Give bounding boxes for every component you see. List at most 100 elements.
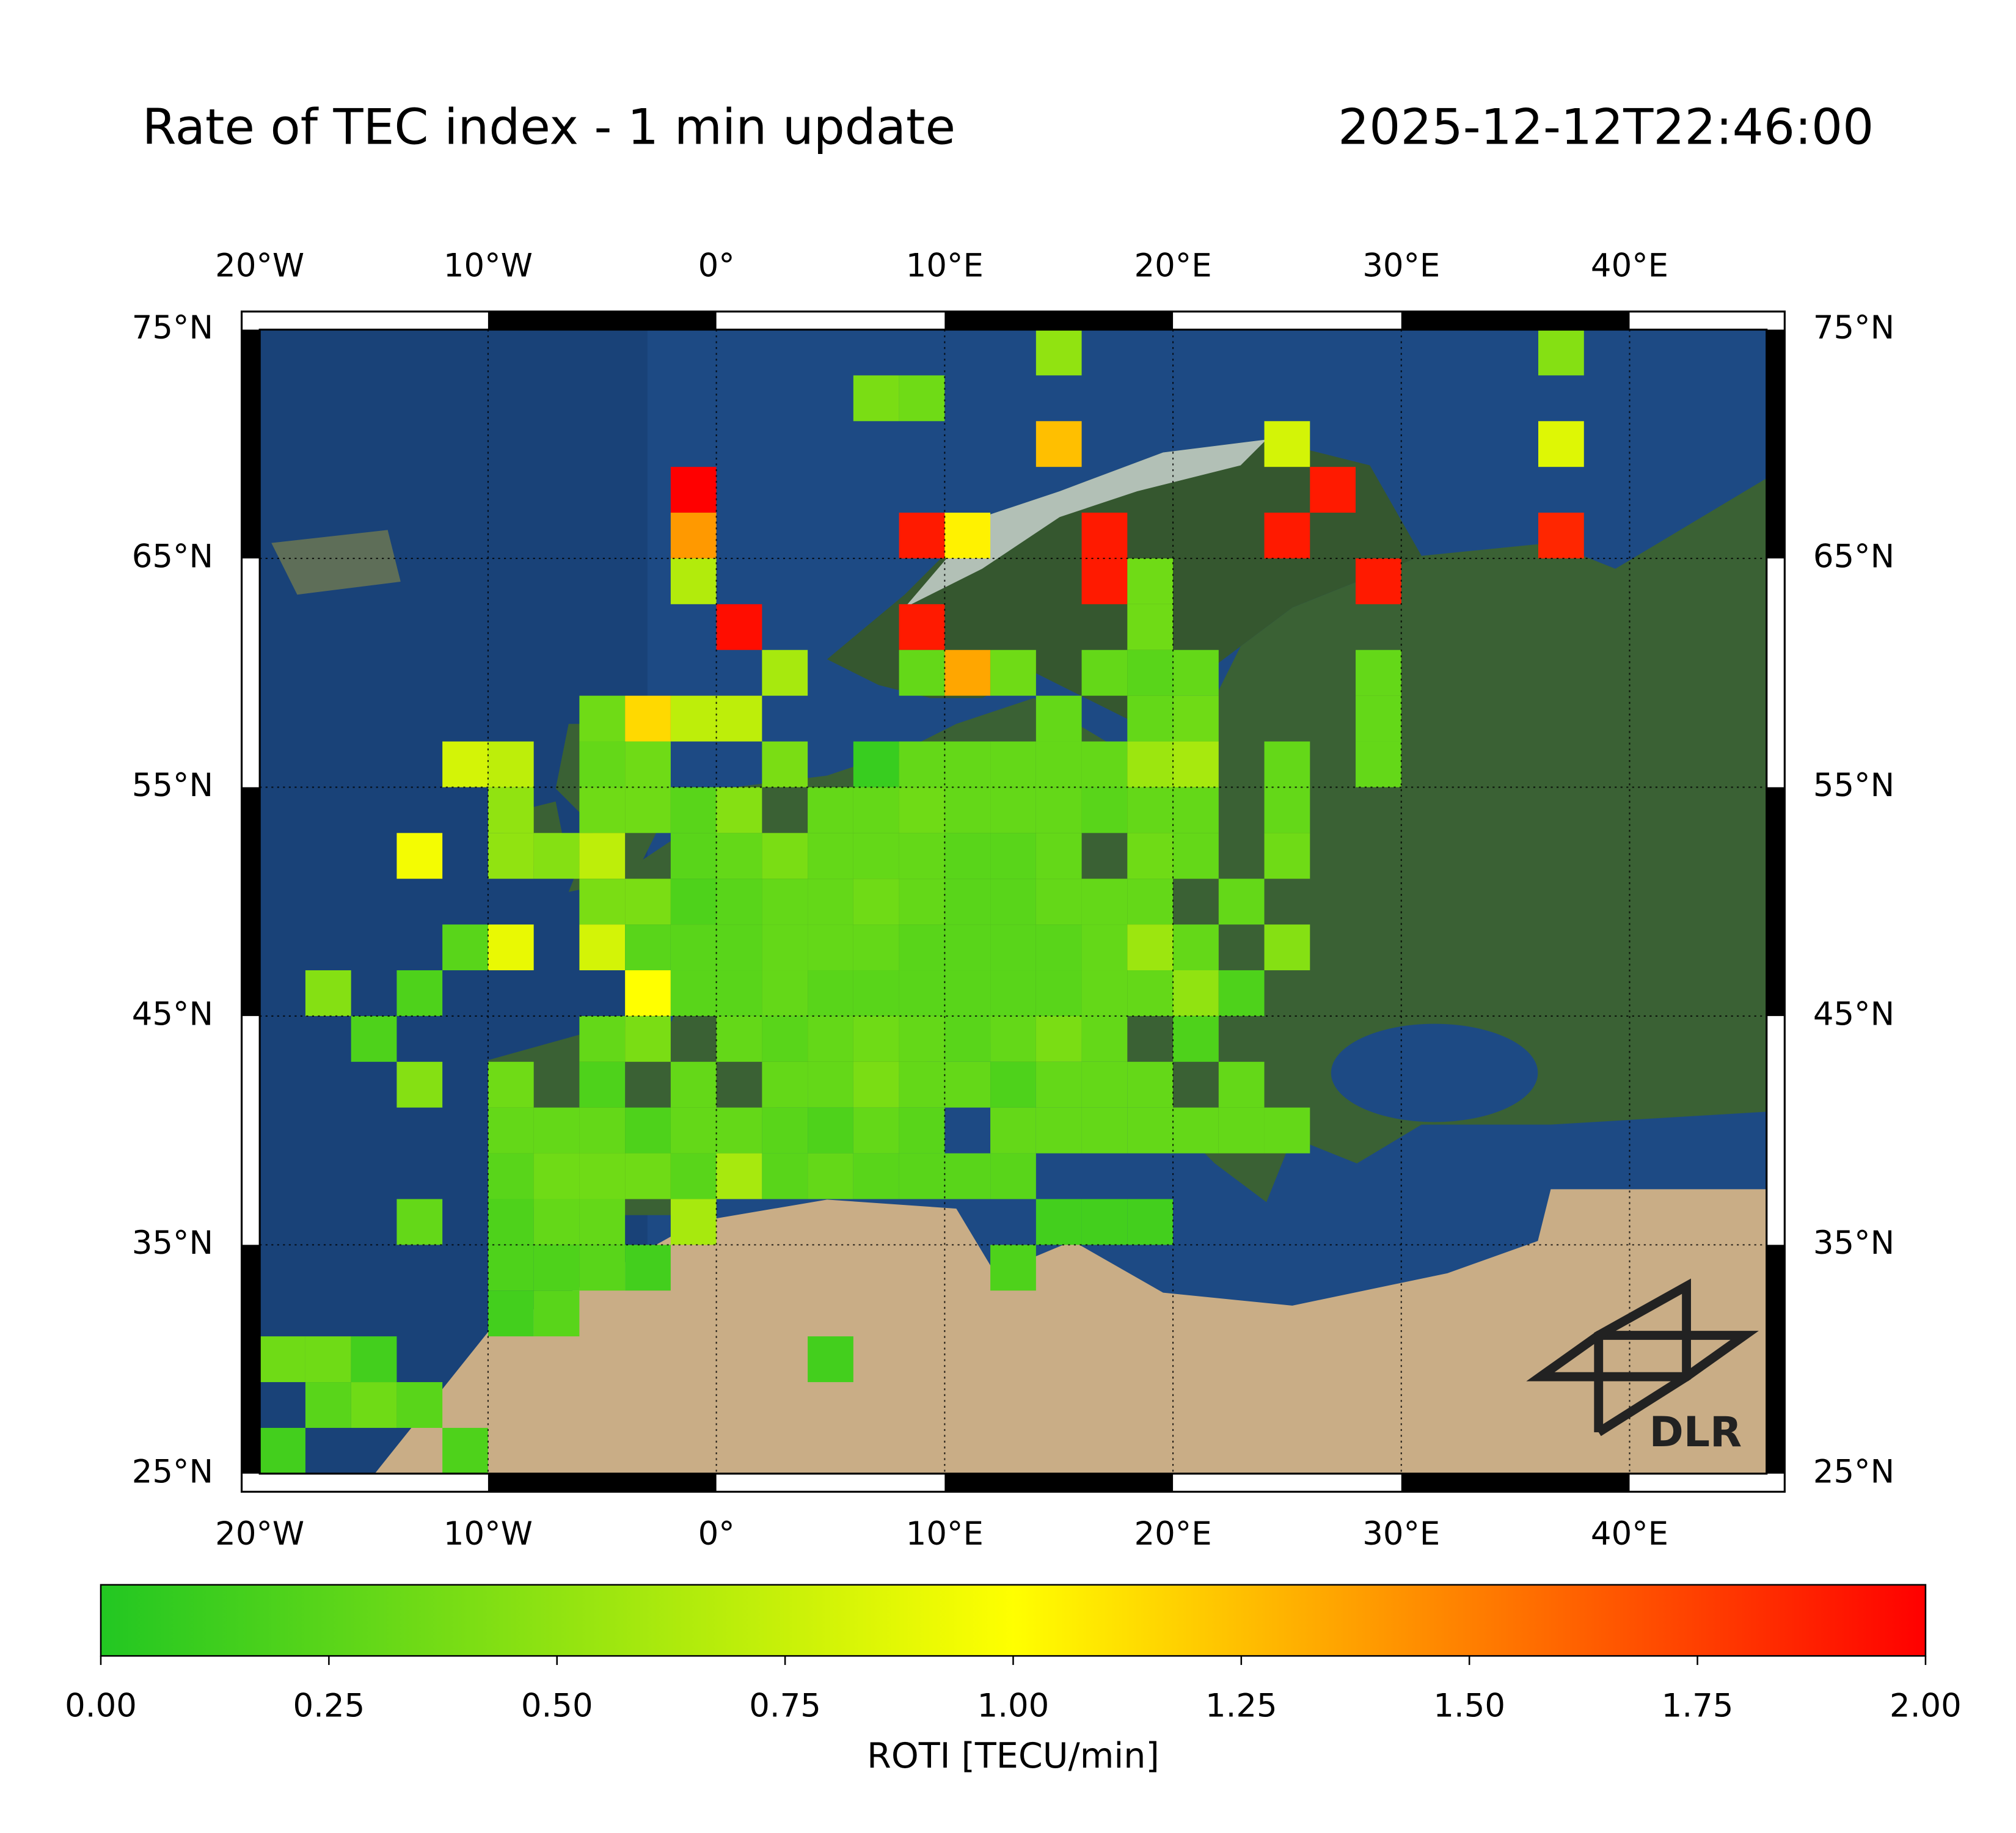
cell [579, 1199, 626, 1245]
africa [374, 1189, 1767, 1474]
cell [762, 741, 808, 788]
cell [899, 513, 945, 558]
cell [488, 741, 534, 788]
cell [488, 924, 534, 971]
cell [899, 1153, 945, 1199]
cell [1035, 879, 1082, 925]
cell [899, 604, 945, 650]
frame-segment [944, 1473, 1174, 1492]
cell [1127, 1199, 1174, 1245]
frame-segment [1766, 1245, 1785, 1474]
cell [1264, 741, 1310, 788]
cell [670, 558, 717, 604]
cell [488, 1199, 534, 1245]
cell [853, 787, 899, 833]
cell [944, 787, 991, 833]
cell [899, 375, 945, 422]
cell [670, 970, 717, 1016]
frame-segment [241, 1245, 260, 1474]
frame-segment [488, 311, 717, 330]
cell [1081, 970, 1128, 1016]
cell [579, 833, 626, 879]
colorbar-tick-label: 1.00 [977, 1687, 1050, 1724]
cell [625, 1245, 671, 1291]
logo-shape [1526, 1331, 1759, 1381]
colorbar-tick-label: 0.50 [521, 1687, 593, 1724]
cell [808, 924, 853, 971]
frame-segment [241, 329, 260, 558]
cell [1356, 695, 1401, 742]
cell [716, 787, 762, 833]
cell [625, 741, 671, 788]
cell [762, 1107, 808, 1154]
cell [853, 924, 899, 971]
cell [853, 970, 899, 1016]
cell [1081, 741, 1128, 788]
cell [533, 1153, 580, 1199]
cell [579, 1015, 626, 1062]
x-tick-label: 20°W [215, 1515, 304, 1553]
cell [305, 970, 351, 1016]
cell [1081, 1199, 1128, 1245]
cell [670, 787, 717, 833]
cell [1538, 421, 1584, 467]
cell [260, 1336, 305, 1383]
cell [396, 1061, 443, 1108]
cell [579, 787, 626, 833]
cell [853, 1153, 899, 1199]
cell [853, 375, 899, 422]
cell [396, 1382, 443, 1428]
cell [1173, 924, 1219, 971]
cell [1081, 787, 1128, 833]
x-tick-label: 10°W [444, 1515, 533, 1553]
cell [533, 1245, 580, 1291]
cell [625, 1153, 671, 1199]
cell [1035, 1015, 1082, 1062]
frame-segment [944, 311, 1174, 330]
cell [1035, 421, 1082, 467]
x-tick-label: 0° [698, 247, 735, 285]
logo [1526, 1278, 1759, 1436]
x-tick-label: 10°W [444, 247, 533, 285]
black-sea [1331, 1023, 1538, 1122]
cell [1035, 833, 1082, 879]
cell [944, 741, 991, 788]
y-tick-label: 45°N [132, 996, 213, 1033]
cell [808, 1015, 853, 1062]
cell [396, 970, 443, 1016]
y-tick-label: 25°N [1813, 1453, 1894, 1490]
colorbar-tick-label: 1.50 [1433, 1687, 1505, 1724]
cell [625, 695, 671, 742]
cell [670, 513, 717, 558]
cell [1127, 741, 1174, 788]
cell [488, 1290, 534, 1337]
cell [442, 1427, 488, 1474]
cell [579, 1153, 626, 1199]
cell [1127, 970, 1174, 1016]
cell [1127, 1061, 1174, 1108]
cell [670, 695, 717, 742]
cell [1127, 833, 1174, 879]
cell [990, 833, 1036, 879]
cell [716, 695, 762, 742]
cell [1127, 1107, 1174, 1154]
y-tick-label: 35°N [1813, 1224, 1894, 1262]
cell [944, 649, 991, 696]
cell [990, 649, 1036, 696]
x-tick-label: 20°E [1134, 247, 1211, 285]
cell [1538, 329, 1584, 376]
chart-title: Rate of TEC index - 1 min update [142, 98, 955, 156]
x-tick-label: 30°E [1362, 1515, 1440, 1553]
colorbar-tick-label: 1.25 [1205, 1687, 1277, 1724]
cell [1264, 513, 1310, 558]
cell [670, 879, 717, 925]
cell [808, 1107, 853, 1154]
cell [579, 1245, 626, 1291]
cell [1173, 1107, 1219, 1154]
cell [1173, 695, 1219, 742]
cell [579, 695, 626, 742]
cell [1035, 1199, 1082, 1245]
cell [808, 1061, 853, 1108]
cell [670, 467, 717, 513]
cell [762, 924, 808, 971]
